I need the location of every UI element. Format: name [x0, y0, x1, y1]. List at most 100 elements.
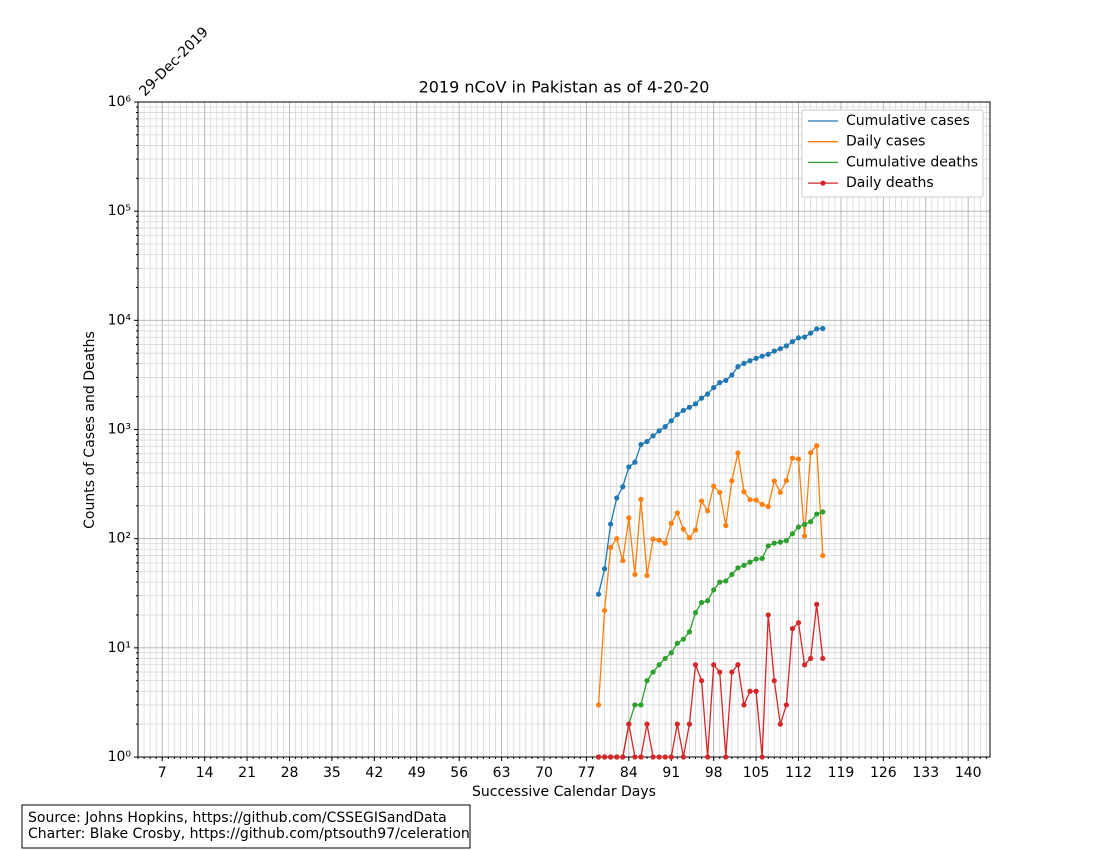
data-point: [789, 626, 796, 632]
data-point: [620, 754, 626, 760]
data-point: [777, 721, 783, 727]
data-point: [759, 754, 765, 760]
y-tick-label: 10¹: [108, 640, 131, 656]
data-point: [602, 754, 608, 760]
data-point: [662, 754, 668, 760]
data-point: [735, 364, 741, 370]
data-point: [753, 556, 759, 562]
data-point: [698, 599, 705, 606]
data-point: [656, 537, 662, 543]
data-point: [602, 607, 608, 614]
data-point: [692, 662, 699, 668]
data-point: [723, 754, 729, 760]
y-tick-label: 10⁶: [108, 94, 132, 110]
data-point: [595, 591, 602, 597]
data-point: [765, 612, 771, 618]
data-point: [711, 662, 717, 668]
x-tick-label: 105: [743, 765, 770, 781]
data-point: [795, 620, 802, 626]
y-tick-label: 10⁵: [108, 203, 131, 219]
data-point: [801, 662, 808, 668]
x-tick-label: 49: [408, 765, 426, 781]
data-point: [783, 477, 789, 484]
data-point: [626, 721, 632, 727]
data-point: [692, 401, 699, 407]
data-point: [777, 539, 783, 545]
data-point: [595, 702, 602, 708]
x-tick-label: 126: [870, 765, 897, 781]
data-point: [741, 489, 747, 495]
x-tick-label: 112: [785, 765, 812, 781]
data-point: [765, 543, 771, 549]
data-point: [717, 579, 723, 585]
y-tick-label: 10²: [108, 531, 131, 547]
data-point: [814, 326, 820, 332]
data-point: [820, 655, 826, 662]
data-point: [602, 566, 608, 572]
data-point: [638, 496, 644, 502]
data-point: [753, 497, 759, 503]
data-point: [638, 441, 644, 448]
data-point: [705, 391, 711, 397]
data-point: [626, 464, 632, 470]
data-point: [650, 669, 656, 675]
data-point: [668, 650, 674, 656]
data-point: [644, 572, 650, 579]
data-point: [801, 533, 808, 539]
data-point: [789, 339, 796, 345]
data-point: [765, 351, 771, 357]
data-point: [608, 754, 614, 760]
data-point: [668, 418, 674, 424]
x-tick-label: 63: [493, 765, 511, 781]
data-point: [656, 662, 662, 668]
chart-title: 2019 nCoV in Pakistan as of 4-20-20: [419, 78, 710, 97]
data-point: [650, 536, 656, 542]
data-point: [662, 540, 668, 546]
data-point: [771, 348, 777, 354]
y-axis-label: Counts of Cases and Deaths: [82, 331, 98, 529]
data-point: [771, 678, 777, 684]
data-point: [608, 521, 614, 527]
data-point: [705, 508, 711, 514]
data-point: [759, 555, 765, 561]
data-point: [759, 501, 765, 508]
data-point: [747, 358, 753, 364]
data-point: [814, 443, 820, 449]
data-point: [814, 511, 820, 517]
data-point: [668, 520, 674, 526]
data-point: [686, 629, 693, 635]
data-point: [783, 702, 789, 708]
x-tick-label: 35: [323, 765, 341, 781]
data-point: [801, 334, 808, 340]
data-point: [741, 562, 747, 568]
data-point: [783, 538, 789, 544]
data-point: [692, 527, 699, 533]
data-point: [698, 395, 705, 401]
data-point: [656, 428, 662, 434]
data-point: [705, 598, 711, 604]
data-point: [674, 510, 680, 516]
data-point: [820, 325, 826, 332]
data-point: [759, 353, 765, 359]
x-tick-label: 70: [535, 765, 553, 781]
data-point: [777, 346, 783, 352]
data-point: [614, 536, 620, 542]
data-point: [729, 571, 735, 578]
source-text: Source: Johns Hopkins, https://github.co…: [28, 810, 447, 826]
data-point: [723, 377, 729, 383]
x-axis-label: Successive Calendar Days: [472, 784, 656, 800]
data-point: [771, 540, 777, 546]
legend-label: Cumulative deaths: [846, 154, 978, 170]
x-tick-label: 119: [828, 765, 855, 781]
legend-marker: [820, 180, 826, 186]
data-point: [692, 610, 699, 616]
data-point: [747, 496, 753, 503]
data-point: [638, 702, 644, 708]
data-point: [765, 503, 771, 510]
data-point: [614, 754, 620, 760]
data-point: [632, 702, 638, 708]
legend-label: Cumulative cases: [846, 113, 970, 129]
legend-box: [801, 109, 984, 198]
y-tick-label: 10³: [108, 422, 131, 438]
